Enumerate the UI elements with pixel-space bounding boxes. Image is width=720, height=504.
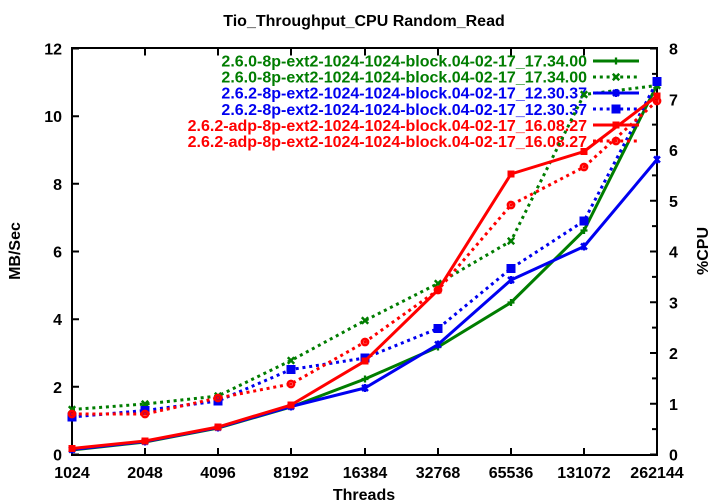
svg-text:8192: 8192 [273,465,309,482]
svg-text:2: 2 [53,380,62,397]
svg-text:3: 3 [669,295,678,312]
svg-text:7: 7 [669,92,678,109]
svg-text:5: 5 [669,194,678,211]
svg-text:2.6.2-adp-8p-ext2-1024-1024-bl: 2.6.2-adp-8p-ext2-1024-1024-block.04-02-… [188,134,587,151]
svg-text:6: 6 [53,245,62,262]
svg-text:1: 1 [669,397,678,414]
svg-text:8: 8 [53,177,62,194]
svg-text:MB/Sec: MB/Sec [7,222,24,280]
svg-text:Tio_Throughput_CPU Random_Read: Tio_Throughput_CPU Random_Read [223,13,505,30]
svg-text:12: 12 [44,42,62,59]
svg-text:4096: 4096 [200,465,236,482]
svg-text:2: 2 [669,346,678,363]
svg-text:2.6.0-8p-ext2-1024-1024-block.: 2.6.0-8p-ext2-1024-1024-block.04-02-17_1… [221,70,587,87]
svg-text:0: 0 [53,448,62,465]
svg-text:2.6.0-8p-ext2-1024-1024-block.: 2.6.0-8p-ext2-1024-1024-block.04-02-17_1… [221,54,587,71]
svg-text:4: 4 [53,312,62,329]
svg-text:%CPU: %CPU [695,227,712,275]
svg-text:Threads: Threads [333,487,395,504]
svg-text:8: 8 [669,42,678,59]
svg-text:2.6.2-adp-8p-ext2-1024-1024-bl: 2.6.2-adp-8p-ext2-1024-1024-block.04-02-… [188,118,587,135]
svg-text:1024: 1024 [54,465,90,482]
svg-text:2.6.2-8p-ext2-1024-1024-block.: 2.6.2-8p-ext2-1024-1024-block.04-02-17_1… [221,102,587,119]
svg-text:2.6.2-8p-ext2-1024-1024-block.: 2.6.2-8p-ext2-1024-1024-block.04-02-17_1… [221,86,587,103]
svg-text:6: 6 [669,143,678,160]
svg-text:65536: 65536 [489,465,534,482]
svg-text:131072: 131072 [557,465,610,482]
svg-text:0: 0 [669,448,678,465]
svg-text:32768: 32768 [416,465,461,482]
svg-text:4: 4 [669,245,678,262]
svg-text:10: 10 [44,109,62,126]
svg-text:262144: 262144 [630,465,683,482]
svg-text:16384: 16384 [343,465,388,482]
svg-text:2048: 2048 [127,465,163,482]
